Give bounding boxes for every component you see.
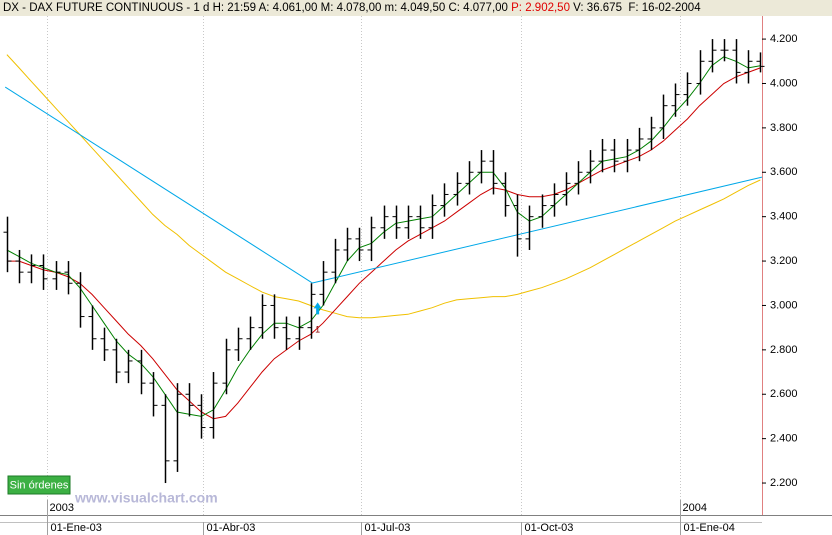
header: DX - DAX FUTURE CONTINUOUS - 1 d H: 21:5… bbox=[3, 2, 701, 14]
signal-arrow bbox=[313, 302, 322, 315]
y-tick-label: 2.200 bbox=[770, 477, 798, 489]
y-tick-label: 3.800 bbox=[770, 122, 798, 134]
header-part: V: 36.675 F: 16-02-2004 bbox=[570, 2, 701, 14]
x-tick-label: 01-Oct-03 bbox=[525, 522, 574, 534]
header-part: DX - DAX FUTURE CONTINUOUS - 1 d H: 21:5… bbox=[3, 2, 511, 14]
signal-label: 1 bbox=[315, 325, 320, 335]
y-tick-label: 2.400 bbox=[770, 433, 798, 445]
y-tick-label: 3.600 bbox=[770, 166, 798, 178]
y-tick-label: 3.400 bbox=[770, 211, 798, 223]
trendline bbox=[312, 176, 763, 284]
y-tick-label: 2.600 bbox=[770, 388, 798, 400]
moving-average bbox=[6, 54, 761, 319]
x-tick-label: 01-Abr-03 bbox=[207, 522, 256, 534]
y-tick-label: 4.200 bbox=[770, 33, 798, 45]
moving-average bbox=[6, 67, 761, 420]
x-axis-area bbox=[0, 515, 832, 535]
watermark: www.visualchart.com bbox=[74, 490, 218, 506]
x-tick-label: 01-Ene-03 bbox=[51, 522, 102, 534]
orders-button-label: Sin órdenes bbox=[10, 479, 69, 491]
trendline bbox=[4, 86, 313, 284]
header-bar bbox=[0, 0, 832, 16]
y-tick-label: 4.000 bbox=[770, 77, 798, 89]
y-tick-label: 2.800 bbox=[770, 344, 798, 356]
x-tick-label: 01-Ene-04 bbox=[684, 522, 735, 534]
y-tick-label: 3.000 bbox=[770, 299, 798, 311]
year-label: 2003 bbox=[50, 502, 74, 514]
y-axis-area bbox=[762, 16, 832, 515]
header-part: P: 2.902,50 bbox=[511, 2, 570, 14]
x-tick-label: 01-Jul-03 bbox=[365, 522, 411, 534]
moving-average bbox=[6, 56, 761, 417]
y-tick-label: 3.200 bbox=[770, 255, 798, 267]
orders-button[interactable] bbox=[7, 475, 71, 495]
year-label: 2004 bbox=[683, 502, 707, 514]
plot-area bbox=[0, 16, 762, 515]
plot: 2.200 2.400 2.600 2.800 3.000 3.200 3.400 3.600… bbox=[3, 16, 798, 535]
